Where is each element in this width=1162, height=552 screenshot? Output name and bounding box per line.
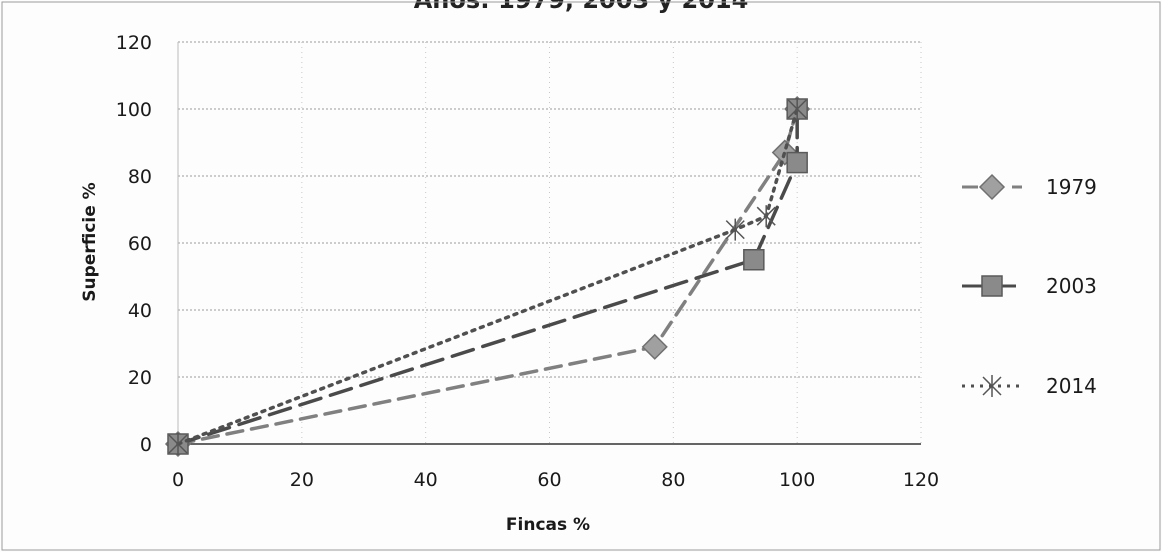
legend-item-2003: 2003 [962, 274, 1097, 298]
legend-item-1979: 1979 [962, 173, 1097, 201]
legend-label-1979: 1979 [1046, 175, 1097, 199]
legend-layer: 1979 2003 2014 [962, 173, 1097, 398]
legend-item-2014: 2014 [962, 374, 1097, 398]
data-point-2014-3 [787, 98, 807, 120]
y-tick-label-0: 0 [140, 434, 152, 456]
y-tick-label-60: 60 [128, 233, 152, 255]
x-tick-label-0: 0 [172, 469, 184, 491]
x-tick-label-60: 60 [537, 469, 561, 491]
x-axis-title: Fincas % [506, 515, 590, 535]
y-tick-label-40: 40 [128, 300, 152, 322]
data-point-2014-2 [756, 205, 776, 228]
legend-marker-2014 [982, 375, 1002, 397]
x-tick-label-40: 40 [414, 469, 438, 491]
x-tick-label-100: 100 [779, 469, 815, 491]
legend-label-2014: 2014 [1046, 374, 1097, 398]
axes-layer: 0 20 40 60 80 100 120 0 20 40 60 80 100 120 [116, 32, 939, 491]
chart-title: Años: 1979, 2003 y 2014 [413, 0, 749, 14]
grid-layer [177, 41, 922, 445]
y-tick-label-20: 20 [128, 367, 152, 389]
y-axis-title: Superficie % [80, 182, 100, 301]
data-point-1979-1 [641, 333, 668, 360]
legend-label-2003: 2003 [1046, 274, 1097, 298]
legend-marker-2003 [981, 275, 1003, 297]
series-layer [164, 95, 811, 458]
series-line-2003 [176, 107, 799, 446]
y-tick-label-120: 120 [116, 32, 152, 54]
x-tick-label-80: 80 [661, 469, 685, 491]
y-tick-label-100: 100 [116, 99, 152, 121]
y-tick-label-80: 80 [128, 166, 152, 188]
data-point-2014-1 [725, 218, 745, 241]
x-tick-label-20: 20 [290, 469, 314, 491]
data-point-2014-0 [168, 433, 188, 455]
data-point-2003-2 [786, 151, 808, 174]
series-line-2014 [176, 107, 799, 446]
x-tick-label-120: 120 [903, 469, 939, 491]
data-point-2003-1 [743, 249, 765, 271]
legend-marker-1979 [978, 173, 1006, 201]
series-line-1979 [176, 107, 799, 446]
